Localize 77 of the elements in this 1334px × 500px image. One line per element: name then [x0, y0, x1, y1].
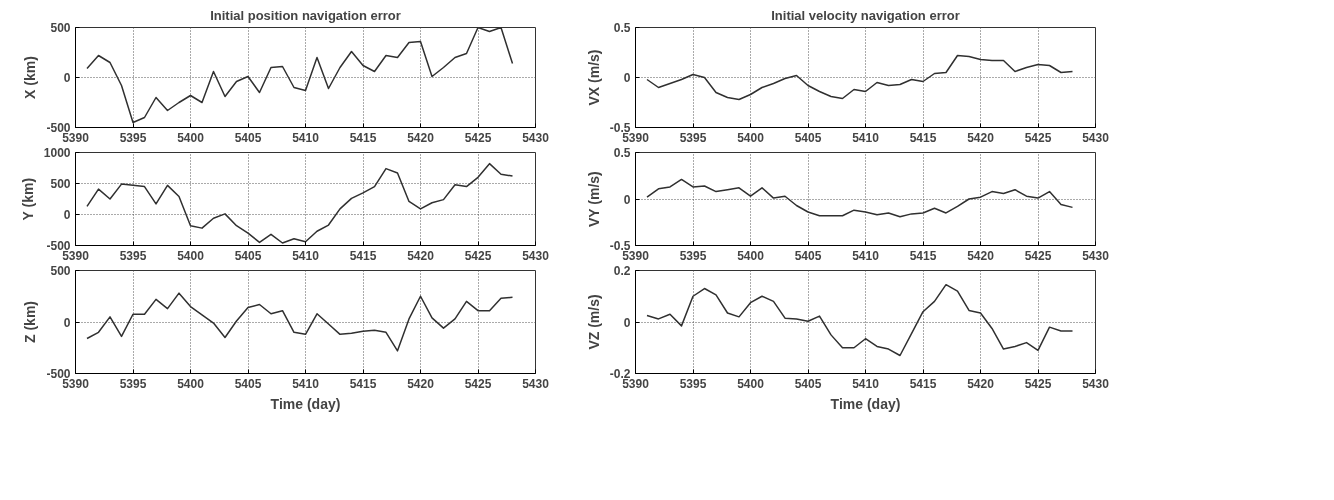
x-tick-label: 5415: [909, 248, 937, 263]
y-tick-label: 1000: [43, 146, 71, 160]
x-tick-label: 5405: [234, 130, 262, 145]
y-tick-label: -500: [46, 367, 71, 381]
x-tick-label: 5395: [119, 130, 147, 145]
x-tick-label: 5400: [737, 130, 765, 145]
chart-title: Initial position navigation error: [210, 7, 401, 23]
x-axis-title: Time (day): [270, 395, 341, 412]
x-tick-label: 5415: [349, 248, 377, 263]
y-tick-label: 0: [623, 192, 631, 207]
x-tick-label: 5410: [292, 248, 320, 263]
y-tick-label: 0: [623, 71, 631, 85]
y-axis-title: VZ (m/s): [585, 294, 602, 350]
chart-title: Initial velocity navigation error: [771, 7, 960, 23]
x-tick-label: 5420: [407, 248, 435, 263]
x-tick-label: 5425: [1024, 130, 1052, 145]
y-axis-title: VY (m/s): [585, 171, 602, 228]
x-tick-label: 5425: [464, 130, 492, 145]
x-tick-label: 5400: [737, 376, 765, 391]
x-tick-label: 5405: [794, 130, 822, 145]
x-tick-label: 5405: [794, 376, 822, 391]
x-tick-label: 5425: [1024, 376, 1052, 391]
y-tick-label: 0: [63, 315, 71, 330]
x-tick-label: 5400: [177, 248, 205, 263]
x-tick-label: 5420: [967, 376, 995, 391]
y-tick-label: -0.5: [609, 121, 631, 135]
x-tick-label: 5405: [234, 376, 262, 391]
y-tick-label: -500: [46, 121, 71, 135]
x-tick-label: 5410: [852, 376, 880, 391]
x-tick-label: 5400: [177, 130, 205, 145]
x-tick-label: 5395: [679, 130, 707, 145]
x-tick-label: 5395: [679, 248, 707, 263]
y-tick-label: 0.5: [613, 146, 631, 160]
x-tick-label: 5400: [177, 376, 205, 391]
x-tick-label: 5430: [522, 248, 550, 263]
y-tick-label: 0: [623, 315, 631, 330]
x-tick-label: 5410: [852, 130, 880, 145]
x-tick-label: 5415: [349, 376, 377, 391]
x-axis-title: Time (day): [830, 395, 901, 412]
y-axis-title: Z (km): [22, 301, 39, 343]
x-tick-label: 5395: [119, 376, 147, 391]
x-tick-label: 5415: [349, 130, 377, 145]
y-axis-title: VX (m/s): [585, 49, 602, 106]
y-axis-title: Y (km): [19, 177, 36, 221]
x-tick-label: 5410: [292, 130, 320, 145]
x-tick-label: 5420: [967, 248, 995, 263]
x-tick-label: 5425: [464, 376, 492, 391]
x-tick-label: 5425: [1024, 248, 1052, 263]
y-tick-label: 0.2: [613, 264, 631, 278]
y-axis-title: X (km): [22, 56, 39, 99]
x-tick-label: 5400: [737, 248, 765, 263]
x-tick-label: 5415: [909, 376, 937, 391]
x-tick-label: 5410: [292, 376, 320, 391]
x-tick-label: 5395: [119, 248, 147, 263]
y-tick-label: 500: [50, 21, 71, 35]
x-tick-label: 5425: [464, 248, 492, 263]
y-tick-label: 0: [63, 208, 71, 222]
y-tick-label: -0.5: [609, 239, 631, 253]
y-tick-label: -0.2: [609, 367, 631, 381]
y-tick-label: 500: [50, 177, 71, 191]
x-tick-label: 5430: [1082, 376, 1110, 391]
y-tick-label: 0.5: [613, 21, 631, 35]
x-tick-label: 5420: [407, 130, 435, 145]
y-tick-label: -500: [46, 239, 71, 253]
x-tick-label: 5420: [967, 130, 995, 145]
y-tick-label: 500: [50, 264, 71, 278]
x-tick-label: 5430: [522, 376, 550, 391]
y-tick-label: 0: [63, 71, 71, 85]
x-tick-label: 5430: [1082, 130, 1110, 145]
x-tick-label: 5420: [407, 376, 435, 391]
x-tick-label: 5430: [1082, 248, 1110, 263]
x-tick-label: 5405: [794, 248, 822, 263]
x-tick-label: 5415: [909, 130, 937, 145]
x-tick-label: 5410: [852, 248, 880, 263]
x-tick-label: 5405: [234, 248, 262, 263]
x-tick-label: 5395: [679, 376, 707, 391]
x-tick-label: 5430: [522, 130, 550, 145]
